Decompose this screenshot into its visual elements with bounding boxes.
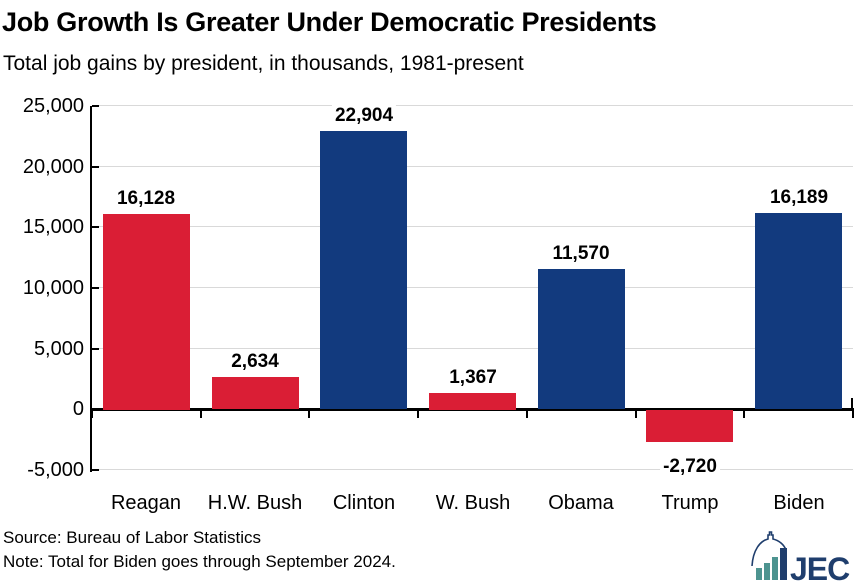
- x-label-h-w-bush: H.W. Bush: [207, 492, 303, 514]
- logo-bar-chart-icon: [756, 548, 787, 580]
- value-label-reagan: 16,128: [113, 187, 179, 210]
- x-axis-tick: [743, 411, 745, 418]
- y-axis-tick: [92, 469, 99, 471]
- note-text: Note: Total for Biden goes through Septe…: [3, 552, 396, 571]
- x-label-reagan: Reagan: [110, 492, 182, 514]
- jec-logo: JEC: [744, 528, 856, 586]
- gridline-5-000: [92, 348, 853, 349]
- x-axis-tick: [526, 411, 528, 418]
- bar-clinton: [320, 131, 407, 409]
- chart-subtitle: Total job gains by president, in thousan…: [3, 52, 524, 75]
- y-tick-label-20-000: 20,000: [22, 156, 84, 178]
- capitol-dome-outline: [751, 531, 787, 567]
- y-axis-tick: [92, 166, 99, 168]
- bar-obama: [538, 269, 625, 409]
- value-label-biden: 16,189: [766, 186, 832, 209]
- y-tick-label-0: 0: [72, 398, 84, 420]
- x-axis-tick: [308, 411, 310, 418]
- bar-trump: [646, 410, 733, 442]
- x-label-w-bush: W. Bush: [435, 492, 511, 514]
- x-label-biden: Biden: [773, 492, 825, 514]
- gridline-15-000: [92, 226, 853, 227]
- capitol-dome-bars-icon: JEC: [751, 531, 851, 586]
- y-tick-label-15-000: 15,000: [22, 216, 84, 238]
- x-axis-right-tick: [851, 398, 853, 409]
- x-axis-tick: [635, 411, 637, 418]
- y-axis-tick: [92, 287, 99, 289]
- value-label-w-bush: 1,367: [446, 366, 500, 389]
- y-axis-tick: [92, 226, 99, 228]
- bar-reagan: [103, 214, 190, 410]
- gridline-10-000: [92, 287, 853, 288]
- value-label-trump: -2,720: [660, 455, 720, 478]
- y-tick-label-25-000: 25,000: [22, 95, 84, 117]
- y-tick-label-5-000: 5,000: [33, 338, 84, 360]
- x-axis-tick: [852, 411, 854, 418]
- value-label-obama: 11,570: [549, 242, 613, 265]
- y-axis-line: [90, 106, 92, 472]
- y-axis-tick: [92, 348, 99, 350]
- y-tick-label-10-000: 10,000: [22, 277, 84, 299]
- x-label-clinton: Clinton: [332, 492, 396, 514]
- x-axis-tick: [200, 411, 202, 418]
- source-text: Source: Bureau of Labor Statistics: [3, 528, 261, 547]
- y-axis-tick: [92, 105, 99, 107]
- chart-title: Job Growth Is Greater Under Democratic P…: [2, 7, 657, 37]
- gridline-20-000: [92, 166, 853, 167]
- gridline-25-000: [92, 105, 853, 106]
- bar-h-w-bush: [212, 377, 299, 409]
- value-label-clinton: 22,904: [331, 104, 397, 127]
- y-tick-label-5-000: -5,000: [27, 459, 84, 481]
- gridline-5-000: [92, 469, 853, 470]
- bar-w-bush: [429, 393, 516, 410]
- x-label-trump: Trump: [661, 492, 719, 514]
- x-axis-tick: [91, 411, 93, 418]
- value-label-h-w-bush: 2,634: [228, 350, 282, 373]
- bar-biden: [755, 213, 842, 409]
- x-axis-tick: [417, 411, 419, 418]
- x-label-obama: Obama: [548, 492, 614, 514]
- jec-logo-text: JEC: [790, 551, 850, 584]
